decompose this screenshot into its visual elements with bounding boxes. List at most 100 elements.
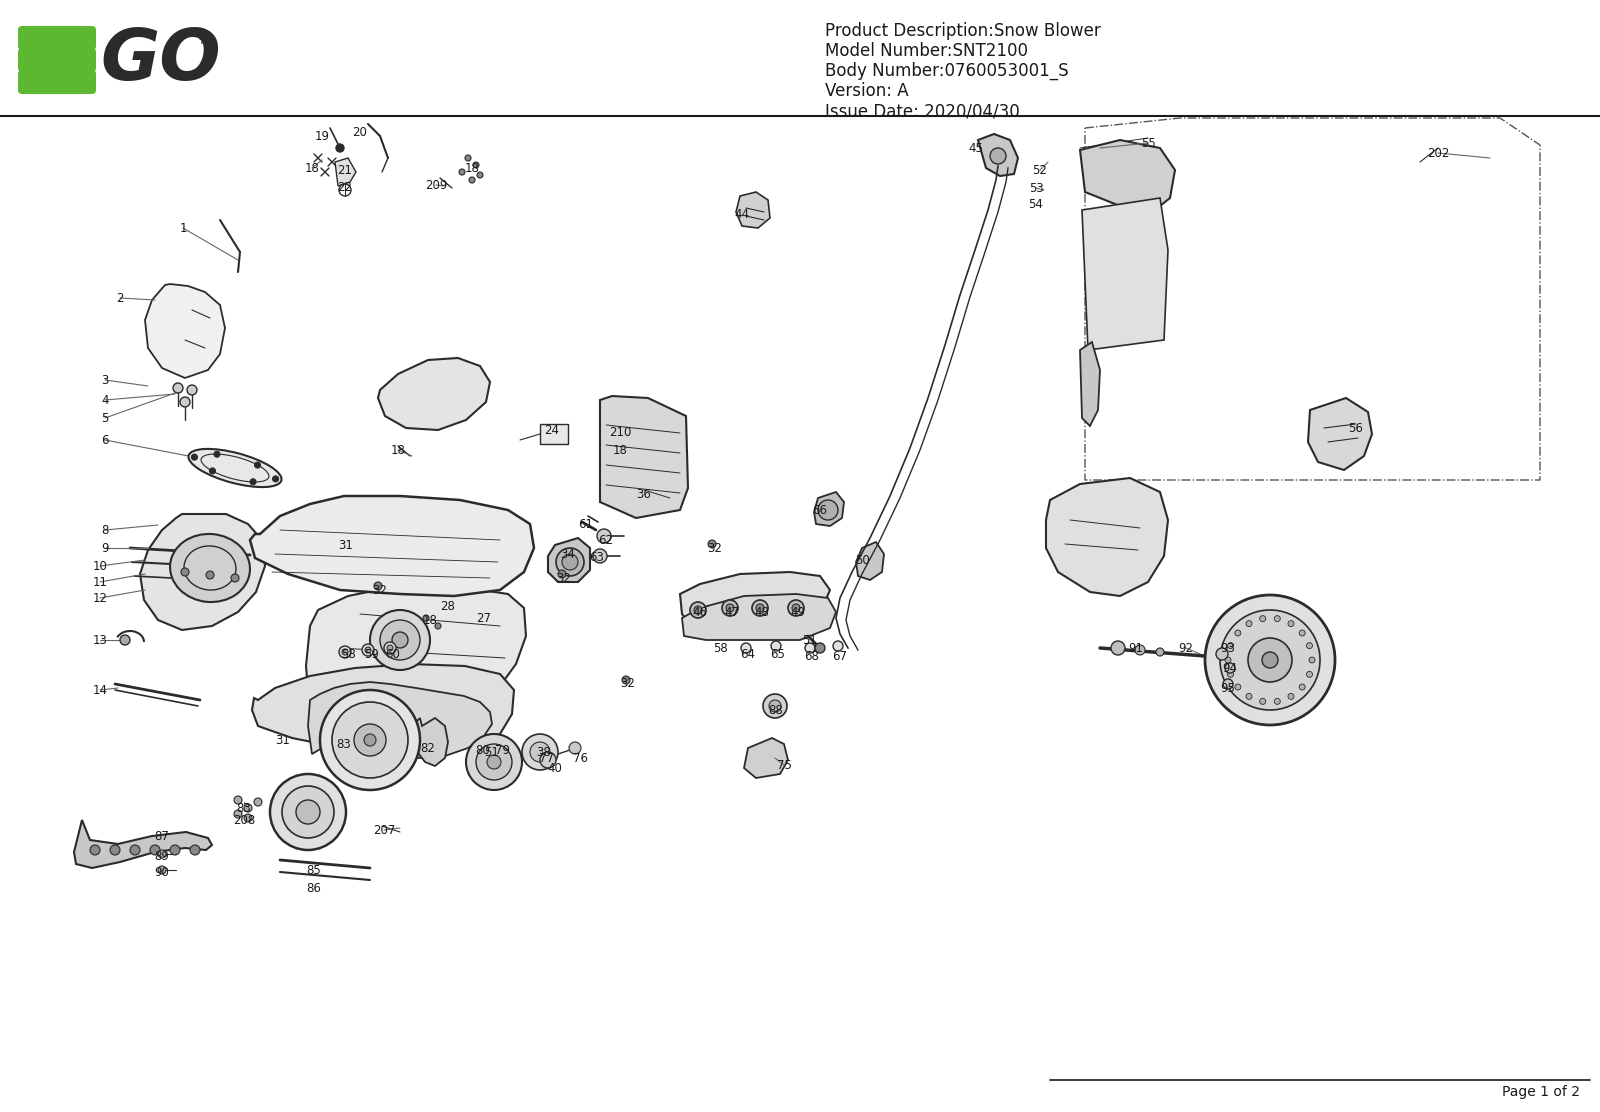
Circle shape <box>243 804 253 812</box>
Circle shape <box>270 774 346 850</box>
Ellipse shape <box>189 449 282 487</box>
Circle shape <box>1307 672 1312 677</box>
Text: Version: A: Version: A <box>826 82 909 100</box>
Circle shape <box>690 602 706 618</box>
Text: Page 1 of 2: Page 1 of 2 <box>1502 1085 1581 1099</box>
Text: 4: 4 <box>101 394 109 407</box>
Text: 49: 49 <box>790 606 805 618</box>
Ellipse shape <box>170 534 250 602</box>
Text: 20: 20 <box>352 126 368 139</box>
Text: 18: 18 <box>613 444 627 457</box>
Circle shape <box>130 845 141 855</box>
Text: 91: 91 <box>1128 642 1144 655</box>
Text: 89: 89 <box>155 850 170 863</box>
Text: 21: 21 <box>338 163 352 177</box>
Polygon shape <box>1309 398 1373 470</box>
Text: 54: 54 <box>1029 198 1043 210</box>
Circle shape <box>1262 652 1278 668</box>
Circle shape <box>694 606 702 614</box>
Text: 52: 52 <box>1032 163 1048 177</box>
Text: 44: 44 <box>734 208 749 220</box>
Polygon shape <box>814 492 845 526</box>
Circle shape <box>206 570 214 579</box>
Circle shape <box>190 845 200 855</box>
Polygon shape <box>1080 140 1174 210</box>
Circle shape <box>435 623 442 629</box>
Bar <box>541 424 568 444</box>
Circle shape <box>272 476 278 481</box>
Circle shape <box>234 810 242 818</box>
Text: 8: 8 <box>101 524 109 536</box>
Circle shape <box>1235 684 1242 691</box>
Circle shape <box>1227 643 1234 648</box>
Circle shape <box>336 143 344 152</box>
Text: 58: 58 <box>712 642 728 655</box>
Circle shape <box>214 451 219 457</box>
Text: 46: 46 <box>693 606 707 618</box>
Circle shape <box>342 649 349 655</box>
Text: 86: 86 <box>307 882 322 894</box>
Polygon shape <box>146 284 226 378</box>
Text: 18: 18 <box>422 614 437 626</box>
Text: 28: 28 <box>440 599 456 613</box>
Circle shape <box>1274 616 1280 622</box>
Text: GO: GO <box>99 26 221 95</box>
Polygon shape <box>334 158 355 186</box>
Circle shape <box>150 845 160 855</box>
Text: 51: 51 <box>803 634 818 646</box>
Circle shape <box>770 699 781 712</box>
Circle shape <box>814 643 826 653</box>
Text: 63: 63 <box>589 550 605 564</box>
Text: 58: 58 <box>341 647 355 661</box>
Text: 38: 38 <box>536 745 552 758</box>
Text: 27: 27 <box>477 612 491 625</box>
Circle shape <box>752 600 768 616</box>
Circle shape <box>771 641 781 651</box>
Polygon shape <box>680 572 830 622</box>
Text: 36: 36 <box>637 487 651 500</box>
Text: 1: 1 <box>179 221 187 235</box>
Circle shape <box>158 866 166 874</box>
Polygon shape <box>856 542 883 580</box>
Text: 10: 10 <box>93 559 107 573</box>
Polygon shape <box>141 514 266 631</box>
Circle shape <box>365 734 376 746</box>
Circle shape <box>1205 595 1334 725</box>
Text: 51: 51 <box>485 745 499 758</box>
Circle shape <box>459 169 466 175</box>
Text: 77: 77 <box>539 752 555 765</box>
Text: 92: 92 <box>1179 642 1194 655</box>
Circle shape <box>1222 679 1234 689</box>
Circle shape <box>243 814 253 822</box>
Circle shape <box>707 540 717 548</box>
Circle shape <box>422 615 429 620</box>
Text: 61: 61 <box>579 517 594 530</box>
Circle shape <box>1246 620 1251 627</box>
Circle shape <box>1235 631 1242 636</box>
Text: 62: 62 <box>598 534 613 546</box>
Polygon shape <box>253 664 514 752</box>
Circle shape <box>370 610 430 671</box>
Circle shape <box>181 568 189 576</box>
Circle shape <box>792 604 800 612</box>
Text: 87: 87 <box>155 830 170 843</box>
Text: 11: 11 <box>93 576 107 588</box>
Circle shape <box>210 468 216 474</box>
Circle shape <box>384 642 397 654</box>
Circle shape <box>787 600 805 616</box>
Text: 2: 2 <box>117 291 123 305</box>
Text: 88: 88 <box>768 704 784 716</box>
Circle shape <box>741 643 750 653</box>
Circle shape <box>234 796 242 804</box>
Circle shape <box>541 752 557 768</box>
Circle shape <box>1226 657 1230 663</box>
Text: Product Description:Snow Blower: Product Description:Snow Blower <box>826 22 1101 40</box>
Circle shape <box>1274 698 1280 704</box>
Text: 82: 82 <box>421 742 435 755</box>
Polygon shape <box>547 538 590 582</box>
Circle shape <box>1155 648 1165 656</box>
Circle shape <box>90 845 99 855</box>
Polygon shape <box>250 496 534 596</box>
Circle shape <box>392 632 408 648</box>
Text: 68: 68 <box>805 649 819 663</box>
